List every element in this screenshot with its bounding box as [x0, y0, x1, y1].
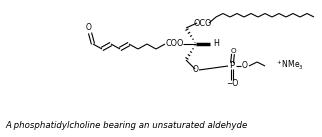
Text: O: O	[193, 65, 199, 75]
Text: O: O	[230, 48, 236, 54]
Text: O: O	[86, 24, 92, 32]
Text: OCO: OCO	[194, 18, 212, 28]
Text: P: P	[230, 62, 234, 71]
Text: O: O	[242, 62, 248, 71]
Text: COO: COO	[166, 39, 184, 48]
Text: $^+$NMe$_3$: $^+$NMe$_3$	[275, 58, 304, 72]
Text: A phosphatidylcholine bearing an unsaturated aldehyde: A phosphatidylcholine bearing an unsatur…	[5, 122, 247, 131]
Text: −O: −O	[226, 79, 238, 89]
Text: H: H	[213, 39, 219, 48]
